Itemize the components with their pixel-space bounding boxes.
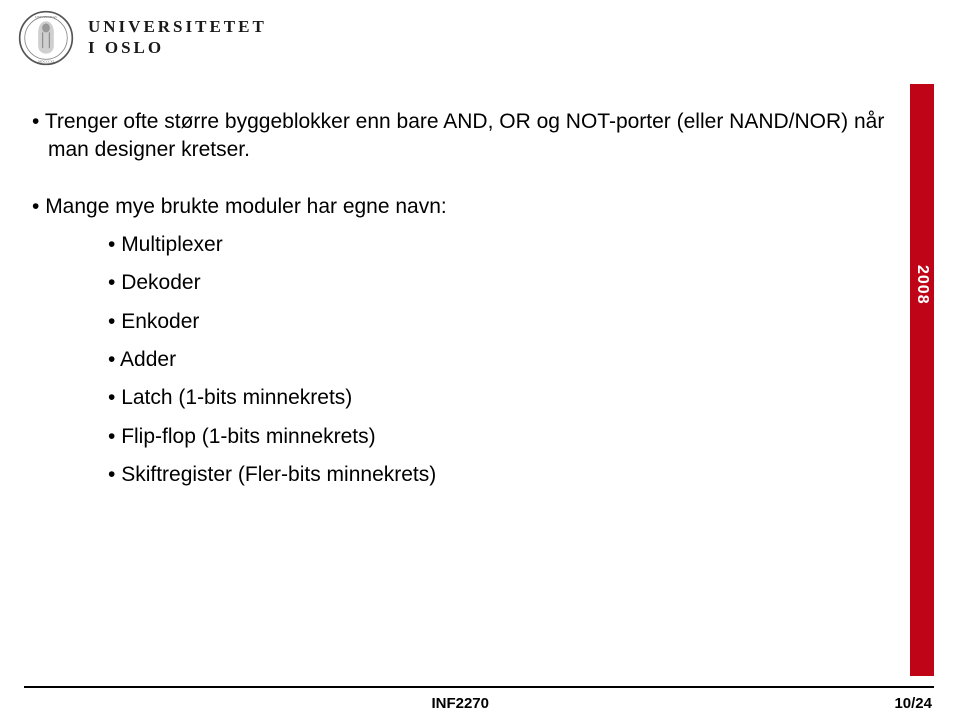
university-seal-icon: UNIVERSITAS MDCCCXI [18,10,74,66]
university-name-line2: I OSLO [88,37,267,58]
year-label: 2008 [913,265,931,305]
header: UNIVERSITAS MDCCCXI UNIVERSITETET I OSLO [0,0,960,72]
bullet-item-2: Mange mye brukte moduler har egne navn: … [32,193,900,490]
slide-page: UNIVERSITAS MDCCCXI UNIVERSITETET I OSLO… [0,0,960,718]
sub-item-latch: Latch (1-bits minnekrets) [108,384,900,412]
footer-divider [24,686,934,688]
course-code: INF2270 [431,695,489,712]
university-name: UNIVERSITETET I OSLO [88,10,267,59]
content-body: Trenger ofte større byggeblokker enn bar… [32,108,900,517]
sub-item-adder: Adder [108,346,900,374]
footer: INF2270 10/24 [24,695,934,712]
sub-item-skiftregister: Skiftregister (Fler-bits minnekrets) [108,461,900,489]
university-name-line1: UNIVERSITETET [88,16,267,37]
bullet-item-2-text: Mange mye brukte moduler har egne navn: [45,195,447,218]
svg-text:UNIVERSITAS: UNIVERSITAS [35,15,57,19]
sub-item-multiplexer: Multiplexer [108,231,900,259]
sub-item-dekoder: Dekoder [108,269,900,297]
sub-list: Multiplexer Dekoder Enkoder Adder Latch … [108,231,900,489]
svg-text:MDCCCXI: MDCCCXI [38,60,54,64]
page-number: 10/24 [894,695,932,712]
sub-item-enkoder: Enkoder [108,308,900,336]
accent-sidebar [910,84,934,676]
sub-item-flipflop: Flip-flop (1-bits minnekrets) [108,423,900,451]
bullet-item-1: Trenger ofte større byggeblokker enn bar… [32,108,900,165]
